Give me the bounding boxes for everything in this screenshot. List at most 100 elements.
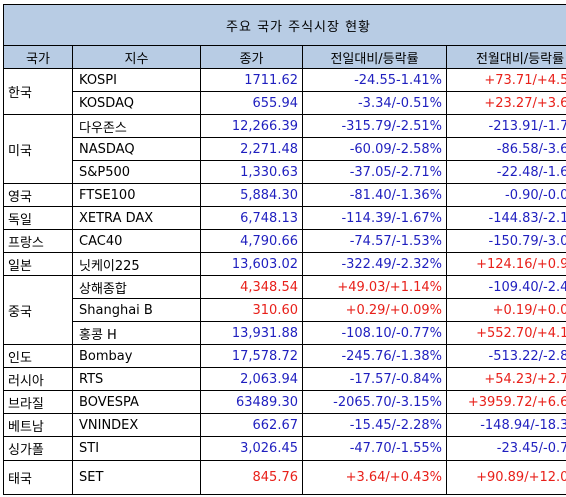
daily-change-cell: -108.10/-0.77% bbox=[302, 321, 447, 345]
index-cell: VNINDEX bbox=[72, 413, 201, 437]
monthly-change-cell: +90.89/+12.04% bbox=[445, 460, 566, 495]
close-cell: 1,330.63 bbox=[200, 160, 303, 184]
country-cell: 러시아 bbox=[3, 367, 73, 391]
header-daily-change: 전일대비/등락률 bbox=[302, 45, 447, 69]
monthly-change-cell: -23.45/-0.77% bbox=[445, 436, 566, 461]
daily-change-cell: -37.05/-2.71% bbox=[302, 160, 447, 184]
close-cell: 662.67 bbox=[200, 413, 303, 437]
index-cell: BOVESPA bbox=[72, 390, 201, 414]
daily-change-cell: -315.79/-2.51% bbox=[302, 114, 447, 138]
index-cell: 홍콩 H bbox=[72, 321, 201, 345]
daily-change-cell: -3.34/-0.51% bbox=[302, 91, 447, 115]
index-cell: RTS bbox=[72, 367, 201, 391]
monthly-change-cell: +3959.72/+6.65% bbox=[445, 390, 566, 414]
close-cell: 4,348.54 bbox=[200, 275, 303, 299]
monthly-change-cell: -144.83/-2.10% bbox=[445, 206, 566, 230]
daily-change-cell: -245.76/-1.38% bbox=[302, 344, 447, 368]
monthly-change-cell: -148.94/-18.35% bbox=[445, 413, 566, 437]
close-cell: 63489.30 bbox=[200, 390, 303, 414]
index-cell: STI bbox=[72, 436, 201, 461]
daily-change-cell: -15.45/-2.28% bbox=[302, 413, 447, 437]
monthly-change-cell: -150.79/-3.05% bbox=[445, 229, 566, 253]
index-cell: NASDAQ bbox=[72, 137, 201, 161]
header-country: 국가 bbox=[3, 45, 73, 69]
monthly-change-cell: -22.48/-1.66% bbox=[445, 160, 566, 184]
daily-change-cell: -2065.70/-3.15% bbox=[302, 390, 447, 414]
close-cell: 2,271.48 bbox=[200, 137, 303, 161]
table-row: 홍콩 H13,931.88-108.10/-0.77%+552.70/+4.13… bbox=[4, 321, 566, 345]
index-cell: KOSDAQ bbox=[72, 91, 201, 115]
close-cell: 3,026.45 bbox=[200, 436, 303, 461]
table-row: 프랑스 CAC40 4,790.66 -74.57/-1.53% -150.79/-3.… bbox=[3, 229, 566, 253]
daily-change-cell: -74.57/-1.53% bbox=[302, 229, 447, 253]
daily-change-cell: -81.40/-1.36% bbox=[302, 183, 447, 207]
table-row: 베트남 VNINDEX 662.67 -15.45/-2.28% -148.94/-18… bbox=[3, 413, 566, 437]
country-cell: 태국 bbox=[3, 460, 73, 495]
country-cell: 베트남 bbox=[3, 413, 73, 437]
country-cell: 미국 bbox=[3, 114, 73, 184]
daily-change-cell: -17.57/-0.84% bbox=[302, 367, 447, 391]
close-cell: 4,790.66 bbox=[200, 229, 303, 253]
close-cell: 1711.62 bbox=[200, 68, 303, 92]
close-cell: 12,266.39 bbox=[200, 114, 303, 138]
monthly-change-cell: +124.16/+0.92% bbox=[445, 252, 566, 276]
close-cell: 13,603.02 bbox=[200, 252, 303, 276]
daily-change-cell: -24.55-1.41% bbox=[302, 68, 447, 92]
header-index: 지수 bbox=[72, 45, 201, 69]
table-row: 중국상해종합4,348.54+49.03/+1.14%-109.40/-2.45… bbox=[3, 275, 566, 345]
close-cell: 845.76 bbox=[200, 460, 303, 495]
close-cell: 655.94 bbox=[200, 91, 303, 115]
monthly-change-cell: +0.19/+0.06% bbox=[445, 298, 566, 322]
monthly-change-cell: +552.70/+4.13% bbox=[445, 321, 566, 345]
index-cell: FTSE100 bbox=[72, 183, 201, 207]
country-cell: 영국 bbox=[3, 183, 73, 207]
table-row: 인도 Bombay 17,578.72 -245.76/-1.38% -513.22/-… bbox=[3, 344, 566, 368]
monthly-change-cell: +73.71/+4.50% bbox=[445, 68, 566, 92]
index-cell: Shanghai B bbox=[72, 298, 201, 322]
country-cell: 일본 bbox=[3, 252, 73, 276]
daily-change-cell: -114.39/-1.67% bbox=[302, 206, 447, 230]
index-cell: 상해종합 bbox=[72, 275, 201, 299]
monthly-change-cell: -109.40/-2.45% bbox=[445, 275, 566, 299]
close-cell: 2,063.94 bbox=[200, 367, 303, 391]
close-cell: 13,931.88 bbox=[200, 321, 303, 345]
title-row: 주요 국가 주식시장 현황 bbox=[2, 4, 566, 46]
index-cell: 다우존스 bbox=[72, 114, 201, 138]
table-row: 독일 XETRA DAX 6,748.13 -114.39/-1.67% -144.83… bbox=[3, 206, 566, 230]
close-cell: 5,884.30 bbox=[200, 183, 303, 207]
stock-market-table: 주요 국가 주식시장 현황 국가 지수 종가 전일대비/등락률 전월대비/등락률… bbox=[2, 4, 566, 495]
monthly-change-cell: -213.91/-1.71% bbox=[445, 114, 566, 138]
country-cell: 독일 bbox=[3, 206, 73, 230]
monthly-change-cell: +23.27/+3.68% bbox=[445, 91, 566, 115]
country-cell: 싱가폴 bbox=[3, 436, 73, 461]
index-cell: XETRA DAX bbox=[72, 206, 201, 230]
monthly-change-cell: -86.58/-3.67% bbox=[445, 137, 566, 161]
country-cell: 프랑스 bbox=[3, 229, 73, 253]
daily-change-cell: +3.64/+0.43% bbox=[302, 460, 447, 495]
table-title: 주요 국가 주식시장 현황 bbox=[2, 4, 566, 46]
country-cell: 인도 bbox=[3, 344, 73, 368]
index-cell: SET bbox=[72, 460, 201, 495]
country-cell: 한국 bbox=[3, 68, 73, 115]
daily-change-cell: +49.03/+1.14% bbox=[302, 275, 447, 299]
header-close: 종가 bbox=[200, 45, 303, 69]
index-cell: CAC40 bbox=[72, 229, 201, 253]
table-row: 미국 다우존스 12,266.39 -315.79/-2.51% -213.91/-1.… bbox=[3, 114, 566, 184]
index-cell: KOSPI bbox=[72, 68, 201, 92]
country-cell: 중국 bbox=[3, 275, 73, 345]
daily-change-cell: +0.29/+0.09% bbox=[302, 298, 447, 322]
daily-change-cell: -322.49/-2.32% bbox=[302, 252, 447, 276]
close-cell: 17,578.72 bbox=[200, 344, 303, 368]
table-row: 일본 닛케이225 13,603.02 -322.49/-2.32% +124.16/+… bbox=[3, 252, 566, 276]
close-cell: 310.60 bbox=[200, 298, 303, 322]
index-cell: 닛케이225 bbox=[72, 252, 201, 276]
close-cell: 6,748.13 bbox=[200, 206, 303, 230]
